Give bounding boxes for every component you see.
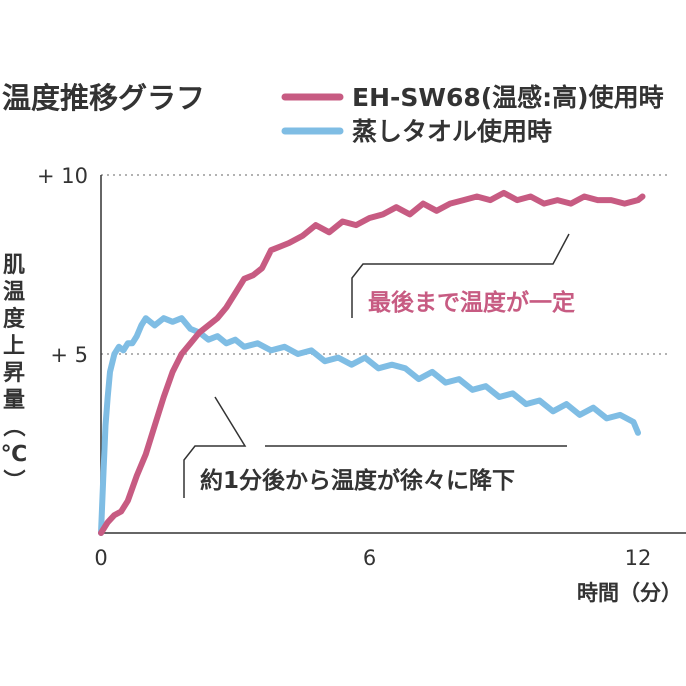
y-axis-label-char: ） [0, 469, 25, 491]
series-line-steamed-towel [98, 315, 641, 536]
x-ticks: 0 6 12 [94, 546, 651, 570]
chart-title: 温度推移グラフ [2, 81, 205, 115]
annotation-decline: 約1分後から温度が徐々に降下 [183, 396, 567, 498]
y-tick-label: + 5 [50, 343, 88, 367]
y-axis-label-char: 上 [3, 334, 25, 359]
x-tick-label: 12 [625, 546, 652, 570]
y-axis-label-char: 昇 [3, 361, 25, 386]
annotation-decline-callout [183, 396, 247, 498]
legend-label-steamed-towel: 蒸しタオル使用時 [352, 117, 552, 146]
x-tick-label: 6 [363, 546, 376, 570]
legend: EH-SW68(温感:高)使用時 蒸しタオル使用時 [281, 83, 664, 146]
y-axis-label-char: ℃ [1, 442, 28, 467]
annotation-decline-text: 約1分後から温度が徐々に降下 [200, 467, 515, 494]
legend-label-eh-sw68: EH-SW68(温感:高)使用時 [352, 83, 664, 112]
gridlines [101, 174, 670, 355]
y-axis-label-char: （ [0, 415, 25, 437]
y-ticks: + 5 + 10 [37, 164, 88, 367]
annotation-constant-text: 最後まで温度が一定 [368, 289, 575, 316]
y-tick-label: + 10 [37, 164, 88, 188]
y-axis-label-char: 度 [3, 306, 26, 332]
x-axis-label: 時間（分） [577, 581, 682, 605]
annotation-constant: 最後まで温度が一定 [351, 233, 575, 318]
y-axis-label-char: 温 [3, 280, 25, 305]
y-axis-label-char: 量 [3, 388, 25, 413]
y-axis-label-char: 肌 [3, 253, 25, 278]
x-tick-label: 0 [94, 546, 107, 570]
series-line-eh-sw68 [98, 189, 646, 536]
annotation-constant-callout [351, 233, 570, 318]
series-lines [98, 189, 646, 536]
